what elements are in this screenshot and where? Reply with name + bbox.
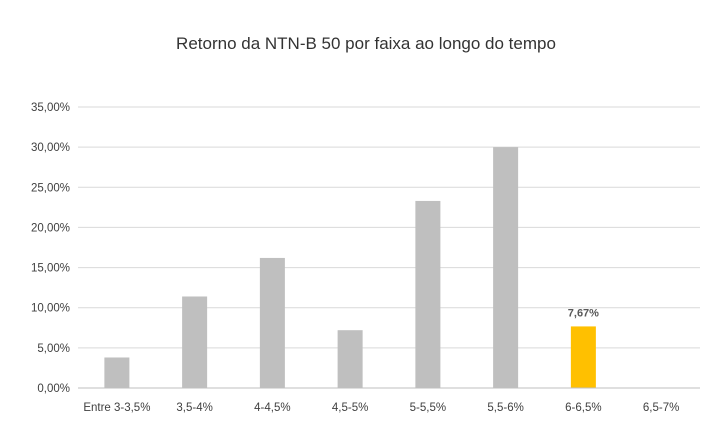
chart-title: Retorno da NTN-B 50 por faixa ao longo d… (176, 34, 556, 53)
data-labels: 7,67% (568, 307, 599, 319)
bar-2 (182, 296, 208, 388)
y-tick-label: 25,00% (31, 182, 70, 194)
y-tick-label: 20,00% (31, 222, 70, 234)
y-tick-label: 5,00% (37, 343, 70, 355)
y-tick-label: 10,00% (31, 303, 70, 315)
data-label: 7,67% (568, 307, 599, 319)
x-axis-ticks: Entre 3-3,5% 3,5-4% 4-4,5% 4,5-5% 5-5,5% 5,5-… (83, 402, 679, 414)
y-tick-label: 30,00% (31, 142, 70, 154)
bar-6 (493, 147, 519, 388)
y-tick-label: 15,00% (31, 263, 70, 275)
bar-3 (259, 257, 285, 388)
gridlines (78, 106, 700, 349)
x-tick-label: Entre 3-3,5% (83, 402, 150, 414)
bars (104, 147, 596, 388)
x-tick-label: 4,5-5% (332, 402, 368, 414)
bar-7 (570, 326, 596, 388)
y-axis-ticks: 0,00% 5,00% 10,00% 15,00% 20,00% 25,00% 30,00%… (31, 102, 70, 395)
x-tick-label: 3,5-4% (176, 402, 212, 414)
x-tick-label: 6-6,5% (565, 402, 601, 414)
x-tick-label: 5,5-6% (487, 402, 523, 414)
y-tick-label: 0,00% (37, 383, 70, 395)
bar-4 (337, 330, 363, 388)
y-tick-label: 35,00% (31, 102, 70, 114)
x-tick-label: 4-4,5% (254, 402, 290, 414)
bar-1 (104, 357, 130, 388)
x-tick-label: 5-5,5% (410, 402, 446, 414)
x-tick-label: 6,5-7% (643, 402, 679, 414)
bar-5 (415, 200, 441, 388)
